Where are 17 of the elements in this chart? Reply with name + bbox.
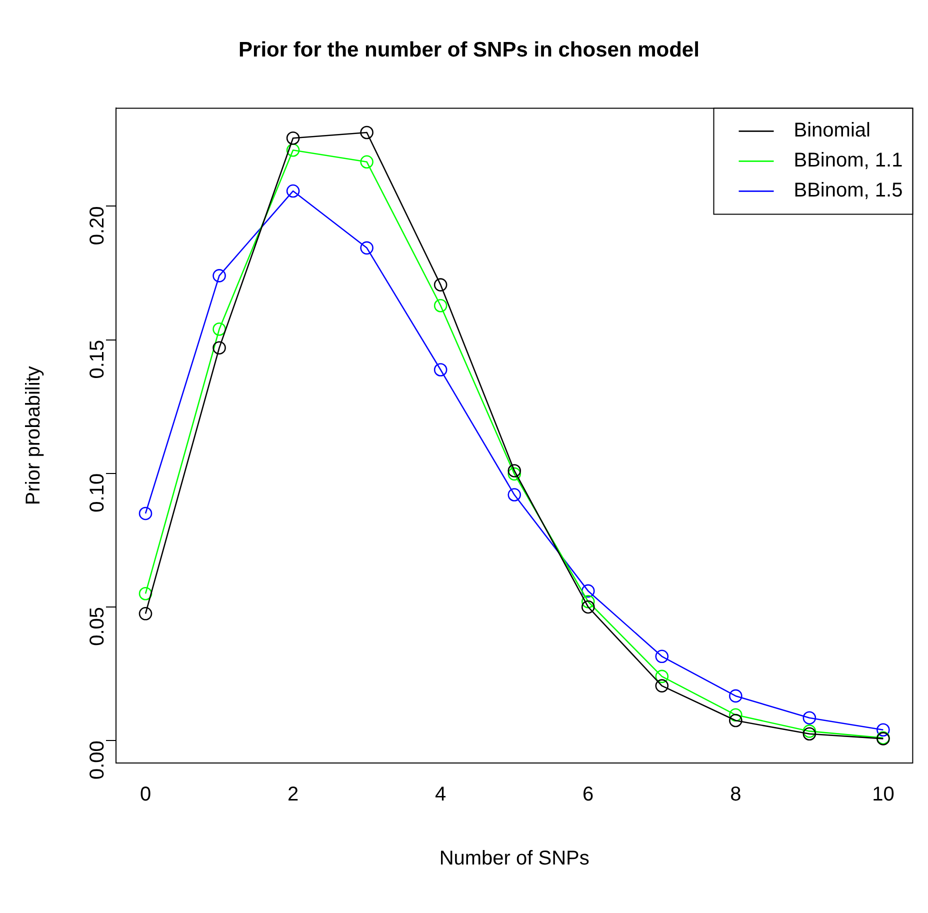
x-tick-label: 10 <box>872 784 894 806</box>
legend-label: BBinom, 1.1 <box>794 150 903 172</box>
legend-label: BBinom, 1.5 <box>794 180 903 202</box>
x-axis-title: Number of SNPs <box>439 848 590 870</box>
x-tick-label: 0 <box>140 784 152 806</box>
y-tick-label: 0.05 <box>86 606 109 646</box>
y-tick-label: 0.15 <box>86 340 109 379</box>
legend-label: Binomial <box>794 120 870 142</box>
y-tick-label: 0.00 <box>86 740 109 780</box>
x-tick-label: 8 <box>730 784 742 806</box>
y-tick-label: 0.10 <box>86 473 109 512</box>
y-tick-label: 0.20 <box>86 206 109 246</box>
x-tick-label: 6 <box>582 784 594 806</box>
chart-title: Prior for the number of SNPs in chosen model <box>238 38 700 62</box>
y-axis-title: Prior probability <box>22 366 45 506</box>
x-tick-label: 2 <box>287 784 299 806</box>
x-tick-label: 4 <box>435 784 446 806</box>
